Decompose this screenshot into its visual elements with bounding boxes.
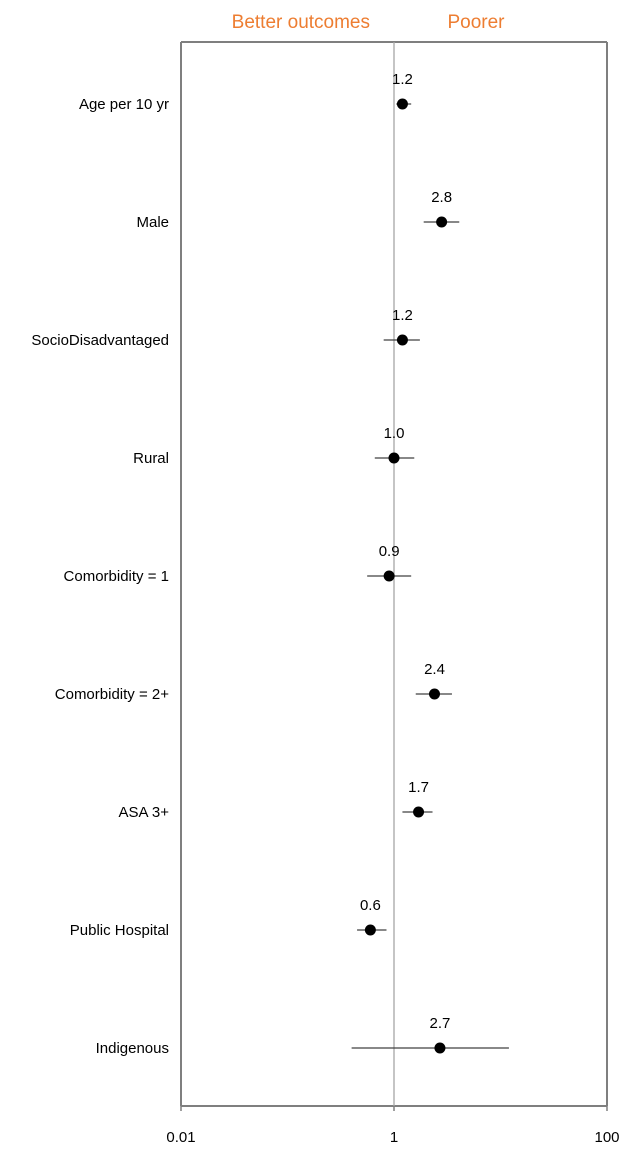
category-label: ASA 3+ [119,804,170,821]
category-label: Public Hospital [70,922,169,939]
point-estimate [364,924,376,936]
category-label: Comorbidity = 1 [64,568,169,585]
x-tick-label: 1 [390,1129,398,1146]
value-label: 1.2 [392,71,413,88]
category-label: Comorbidity = 2+ [55,686,169,703]
value-label: 2.7 [430,1015,451,1032]
category-label: Indigenous [96,1040,169,1057]
category-label: SocioDisadvantaged [31,332,169,349]
category-label: Age per 10 yr [79,96,169,113]
point-estimate [436,216,448,228]
value-label: 1.7 [408,779,429,796]
value-label: 1.2 [392,307,413,324]
point-estimate [413,806,425,818]
point-estimate [383,570,395,582]
value-label: 2.8 [431,189,452,206]
value-label: 1.0 [384,425,405,442]
point-estimate [396,98,408,110]
x-tick-label: 100 [594,1129,619,1146]
value-label: 0.6 [360,897,381,914]
category-label: Rural [133,450,169,467]
value-label: 2.4 [424,661,445,678]
value-label: 0.9 [379,543,400,560]
header-poorer: Poorer [447,12,505,33]
point-estimate [388,452,400,464]
point-estimate [396,334,408,346]
point-estimate [428,688,440,700]
point-estimate [434,1042,446,1054]
x-tick-label: 0.01 [166,1129,195,1146]
header-better-outcomes: Better outcomes [232,12,370,33]
category-label: Male [136,214,169,231]
